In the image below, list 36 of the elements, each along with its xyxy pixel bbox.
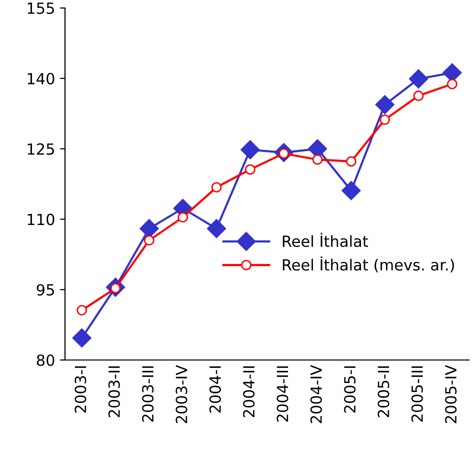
x-tick-label: 2004-I [209,366,221,413]
x-tick-label: 2005-III [411,366,423,422]
x-tick-label: 2005-IV [445,364,457,424]
x-tick-label: 2003-I [74,366,86,413]
legend-label: Reel İthalat [282,232,368,248]
point [375,95,394,114]
point [178,212,188,223]
y-tick-label: 140 [28,72,54,84]
x-tick-label: 2003-III [142,366,154,422]
point [380,114,390,125]
x-tick-label: 2005-II [378,366,390,418]
point [312,154,323,165]
y-tick-label: 95 [36,284,54,296]
point [72,328,92,348]
point [346,156,356,167]
x-tick-label: 2003-II [108,366,120,418]
point [244,164,256,175]
y-tick-label: 125 [28,143,54,155]
point [206,219,226,238]
y-tick-label: 80 [36,354,54,366]
x-tick-label: 2003-IV [176,364,188,424]
point [408,69,428,88]
point [144,235,154,246]
y-tick-label: 155 [28,2,54,14]
point [446,78,458,90]
x-tick-label: 2004-IV [310,364,322,424]
point [76,305,88,316]
point [211,182,222,192]
point [342,181,361,200]
x-tick-label: 2005-I [344,366,356,413]
x-tick-label: 2004-III [276,366,288,422]
y-tick-label: 110 [28,214,54,226]
x-tick-label: 2004-II [243,366,255,418]
point [413,90,424,101]
legend-label: Reel İthalat (mevs. ar.) [282,256,454,272]
point [240,140,260,160]
